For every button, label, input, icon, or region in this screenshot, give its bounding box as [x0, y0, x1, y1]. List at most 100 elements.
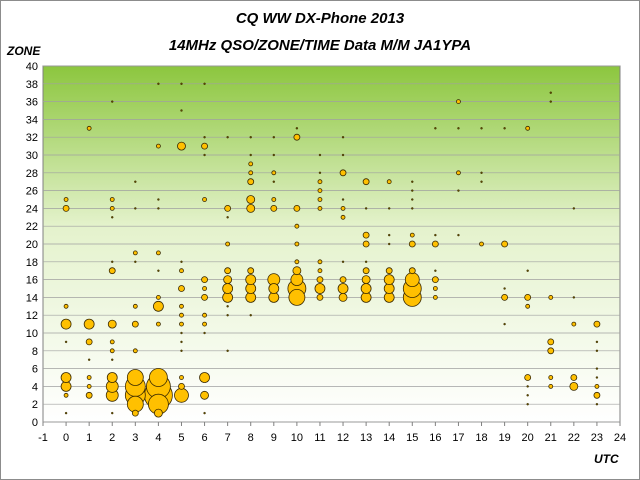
data-point — [547, 347, 555, 355]
data-point — [479, 241, 484, 247]
data-point — [411, 189, 414, 192]
data-point — [107, 319, 117, 329]
x-tick-label: 17 — [452, 432, 464, 444]
data-point — [248, 170, 254, 176]
data-point — [224, 267, 232, 275]
data-point — [60, 318, 72, 330]
data-point — [434, 233, 437, 237]
data-point — [85, 391, 93, 399]
data-point — [179, 268, 184, 274]
data-point — [593, 391, 601, 399]
x-tick-label: 12 — [337, 432, 349, 444]
data-point — [226, 314, 229, 317]
data-point — [155, 294, 161, 300]
data-point — [111, 260, 114, 263]
data-point — [85, 338, 93, 346]
data-point — [457, 127, 460, 130]
data-point — [339, 276, 347, 284]
x-tick-label: 9 — [271, 432, 277, 444]
data-point — [411, 207, 414, 210]
data-point — [457, 189, 460, 192]
data-point — [180, 109, 183, 112]
data-point — [364, 207, 368, 210]
x-tick-label: 18 — [475, 432, 487, 444]
data-point — [111, 100, 114, 103]
data-point — [362, 231, 370, 239]
y-tick-label: 26 — [26, 186, 38, 198]
data-point — [456, 170, 461, 176]
data-point — [245, 274, 257, 286]
data-point — [340, 205, 346, 211]
x-tick-label: 14 — [383, 432, 395, 444]
data-point — [109, 348, 115, 354]
data-point — [292, 266, 302, 276]
y-axis-title: ZONE — [7, 44, 41, 58]
y-tick-label: 14 — [26, 292, 38, 304]
data-point — [526, 394, 529, 397]
data-point — [408, 267, 416, 275]
data-point — [86, 375, 92, 380]
data-point — [337, 283, 349, 294]
data-point — [201, 276, 208, 284]
data-point — [157, 198, 160, 201]
data-point — [155, 250, 161, 256]
data-point — [317, 259, 323, 265]
data-point — [548, 383, 554, 389]
data-point — [338, 292, 348, 302]
data-point — [388, 242, 391, 246]
data-point — [247, 178, 255, 186]
data-point — [572, 207, 576, 210]
data-point — [155, 321, 161, 327]
data-point — [111, 216, 114, 219]
x-tick-label: 20 — [522, 432, 534, 444]
data-point — [294, 259, 300, 265]
data-point — [339, 169, 347, 177]
data-point — [271, 197, 277, 202]
data-point — [548, 294, 554, 300]
y-tick-label: 30 — [26, 150, 38, 162]
data-point — [411, 198, 414, 201]
data-point — [201, 142, 208, 150]
data-point — [569, 381, 579, 391]
data-point — [201, 293, 208, 301]
data-point — [314, 283, 326, 294]
data-point — [341, 198, 345, 201]
data-point — [226, 305, 229, 308]
data-point — [317, 205, 323, 211]
data-point — [362, 178, 370, 186]
y-tick-label: 32 — [26, 132, 38, 144]
data-point — [526, 269, 529, 272]
data-point — [341, 153, 345, 157]
y-tick-label: 12 — [26, 310, 38, 322]
data-point — [178, 382, 185, 390]
data-point — [480, 171, 483, 175]
data-point — [202, 197, 207, 202]
y-tick-label: 22 — [26, 221, 38, 233]
data-point — [268, 283, 280, 294]
data-point — [317, 179, 323, 185]
data-point — [288, 288, 306, 306]
data-point — [318, 153, 322, 157]
data-point — [294, 241, 300, 247]
data-point — [108, 267, 116, 275]
data-point — [318, 171, 322, 175]
data-point — [361, 275, 371, 285]
data-point — [341, 260, 345, 263]
data-point — [246, 203, 256, 213]
x-tick-label: 7 — [225, 432, 231, 444]
data-point — [595, 349, 599, 352]
data-point — [131, 320, 139, 328]
data-point — [293, 204, 301, 212]
data-point — [180, 340, 183, 344]
data-point — [501, 293, 509, 301]
data-point — [248, 161, 254, 167]
y-tick-label: 28 — [26, 168, 38, 180]
data-point — [526, 403, 529, 406]
x-tick-label: 15 — [406, 432, 418, 444]
data-point — [174, 387, 189, 403]
y-tick-label: 18 — [26, 257, 38, 269]
y-tick-label: 16 — [26, 275, 38, 287]
data-point — [203, 153, 206, 157]
data-point — [383, 274, 395, 286]
